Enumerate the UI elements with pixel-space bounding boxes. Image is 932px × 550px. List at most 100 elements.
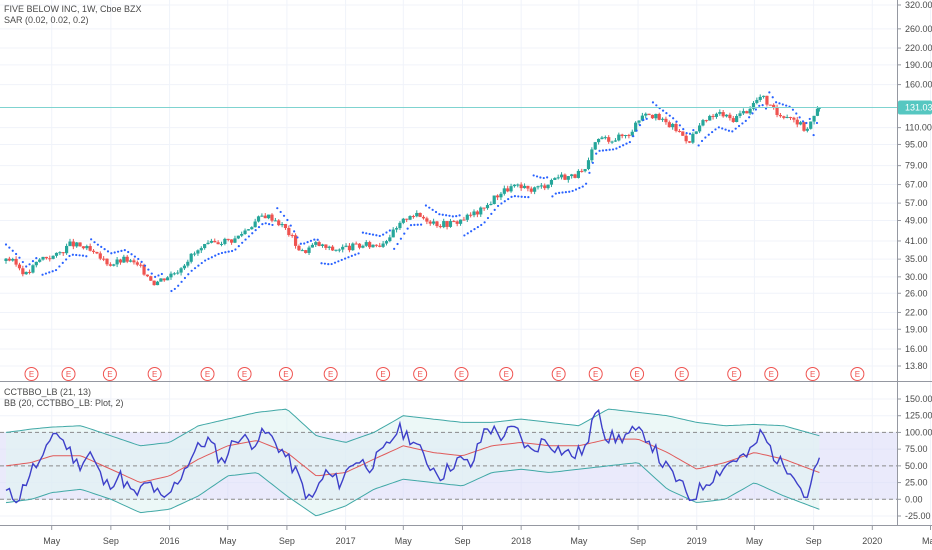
sar-dot <box>781 103 784 106</box>
sar-dot <box>48 271 51 274</box>
sar-dot <box>177 284 180 287</box>
candle-body <box>708 115 712 121</box>
price-tick-label: 41.00 <box>905 236 928 246</box>
sar-dot <box>574 188 578 191</box>
sar-dot <box>628 140 631 144</box>
sar-dot <box>625 142 628 145</box>
candle-body <box>576 170 580 178</box>
candle-body <box>724 114 729 117</box>
sar-dot <box>561 191 564 194</box>
sar-dot <box>116 250 120 253</box>
candle-body <box>792 117 796 120</box>
candle-body <box>748 108 752 114</box>
sar-dot <box>31 260 35 263</box>
sar-dot <box>724 128 727 131</box>
bollinger-upper <box>5 408 820 447</box>
time-tick-label: 2020 <box>862 536 882 546</box>
sar-dot <box>327 263 330 266</box>
candle-body <box>590 149 594 161</box>
candle-body <box>573 174 577 178</box>
sar-dot <box>523 195 527 199</box>
price-tick-label: 190.00 <box>905 60 932 70</box>
sar-dot <box>293 230 296 233</box>
sar-dot <box>93 241 96 244</box>
sar-dot <box>282 214 286 217</box>
sar-dot <box>333 261 337 264</box>
candle-body <box>425 218 429 222</box>
candle-body <box>428 221 432 224</box>
candle-body <box>236 235 240 239</box>
sar-dot <box>316 238 319 241</box>
sar-dot <box>330 262 333 266</box>
osc-tick-label: 25.00 <box>905 478 928 488</box>
candle-body <box>617 134 621 141</box>
candle-body <box>54 252 59 256</box>
earnings-marker-label: E <box>205 370 210 379</box>
sar-dot <box>645 117 648 120</box>
sar-dot <box>815 121 819 125</box>
candle-body <box>394 228 399 230</box>
candle-body <box>95 251 99 254</box>
sar-dot <box>257 225 261 229</box>
earnings-marker <box>454 367 469 381</box>
sar-dot <box>365 232 368 235</box>
sar-dot <box>758 104 761 107</box>
candle-body <box>11 258 15 261</box>
candle-body <box>364 242 368 246</box>
candle-body <box>317 242 321 246</box>
candle-body <box>7 258 11 261</box>
sar-dot <box>123 249 126 252</box>
candle-body <box>600 137 604 139</box>
candle-body <box>192 253 197 255</box>
candle-body <box>671 123 675 128</box>
earnings-marker <box>413 367 428 381</box>
candle-body <box>731 118 735 123</box>
sar-dot <box>180 280 183 283</box>
candle-body <box>310 244 315 248</box>
candle-body <box>368 242 372 248</box>
candle-body <box>761 95 766 97</box>
sar-dot <box>127 250 130 254</box>
candle-body <box>603 137 607 139</box>
sar-dot <box>143 264 147 267</box>
candle-body <box>88 246 92 251</box>
sar-dot <box>808 117 811 121</box>
sar-dot <box>785 104 788 107</box>
price-tick-label: 30.00 <box>905 272 928 282</box>
earnings-marker <box>376 367 391 381</box>
earnings-marker-label: E <box>107 370 112 379</box>
sar-dot <box>568 190 571 193</box>
sar-dot <box>350 254 353 257</box>
sar-dot <box>110 252 113 255</box>
sar-dot <box>697 144 700 147</box>
sar-dot <box>665 112 668 115</box>
candle-body <box>378 245 382 247</box>
candle-body <box>159 278 163 282</box>
candle-body <box>152 280 156 286</box>
candle-body <box>586 160 591 170</box>
candle-body <box>75 242 79 247</box>
candle-body <box>243 230 247 235</box>
earnings-marker <box>499 367 514 381</box>
candle-body <box>4 258 8 261</box>
candle-body <box>566 176 570 180</box>
candle-body <box>438 226 442 228</box>
candle-body <box>799 122 803 125</box>
sar-dot <box>778 102 781 105</box>
price-tick-label: 95.00 <box>905 139 928 149</box>
candle-body <box>667 122 671 128</box>
earnings-marker-label: E <box>679 370 684 379</box>
sar-dot <box>54 268 58 272</box>
candle-body <box>539 185 543 187</box>
sar-dot <box>409 224 413 227</box>
sar-dot <box>160 272 163 276</box>
candle-body <box>260 215 264 217</box>
candle-body <box>805 128 809 131</box>
sar-dot <box>466 232 469 235</box>
time-tick-label: 2017 <box>336 536 356 546</box>
candle-body <box>432 221 436 224</box>
sar-dot <box>371 233 375 236</box>
candle-body <box>324 244 328 248</box>
sar-dot <box>385 231 388 234</box>
